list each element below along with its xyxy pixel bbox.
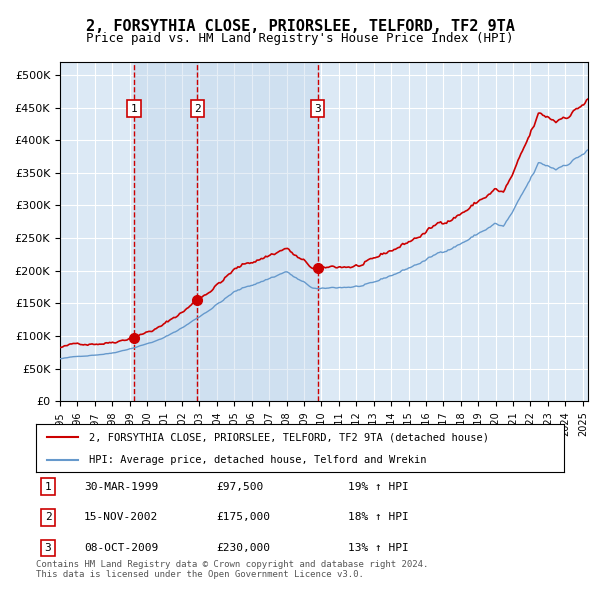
Text: HPI: Average price, detached house, Telford and Wrekin: HPI: Average price, detached house, Telf…: [89, 455, 426, 465]
Text: 3: 3: [314, 104, 321, 114]
Text: 2: 2: [44, 513, 52, 522]
Text: 1: 1: [131, 104, 137, 114]
Text: £97,500: £97,500: [216, 482, 263, 491]
Text: Price paid vs. HM Land Registry's House Price Index (HPI): Price paid vs. HM Land Registry's House …: [86, 32, 514, 45]
Text: 30-MAR-1999: 30-MAR-1999: [84, 482, 158, 491]
Text: 19% ↑ HPI: 19% ↑ HPI: [348, 482, 409, 491]
Text: 2, FORSYTHIA CLOSE, PRIORSLEE, TELFORD, TF2 9TA (detached house): 2, FORSYTHIA CLOSE, PRIORSLEE, TELFORD, …: [89, 432, 489, 442]
Text: 2: 2: [194, 104, 200, 114]
Bar: [134, 62, 197, 401]
Text: Contains HM Land Registry data © Crown copyright and database right 2024.
This d: Contains HM Land Registry data © Crown c…: [36, 560, 428, 579]
Text: £175,000: £175,000: [216, 513, 270, 522]
Text: 08-OCT-2009: 08-OCT-2009: [84, 543, 158, 553]
Bar: [197, 62, 317, 401]
Text: 3: 3: [44, 543, 52, 553]
Text: 2, FORSYTHIA CLOSE, PRIORSLEE, TELFORD, TF2 9TA: 2, FORSYTHIA CLOSE, PRIORSLEE, TELFORD, …: [86, 19, 514, 34]
Text: 18% ↑ HPI: 18% ↑ HPI: [348, 513, 409, 522]
Text: £230,000: £230,000: [216, 543, 270, 553]
Text: 15-NOV-2002: 15-NOV-2002: [84, 513, 158, 522]
Text: 1: 1: [44, 482, 52, 491]
Text: 13% ↑ HPI: 13% ↑ HPI: [348, 543, 409, 553]
